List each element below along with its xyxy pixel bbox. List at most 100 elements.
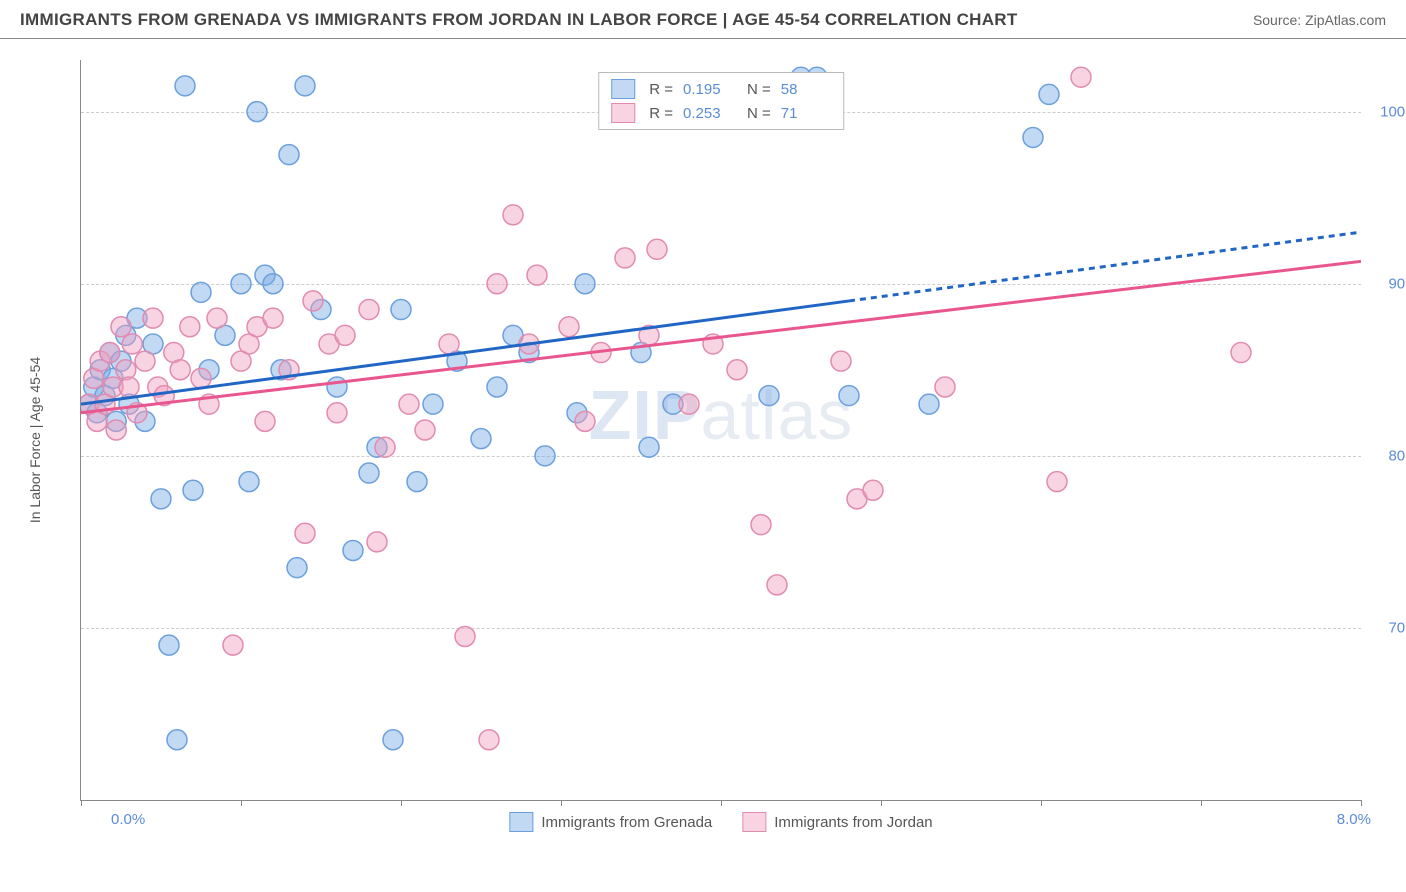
n-label: N = (747, 105, 771, 122)
data-point (487, 274, 507, 294)
y-tick-label: 100.0% (1371, 103, 1406, 120)
plot-svg (81, 60, 1361, 800)
data-point (919, 394, 939, 414)
legend-label-jordan: Immigrants from Jordan (774, 814, 932, 831)
data-point (143, 308, 163, 328)
data-point (295, 523, 315, 543)
data-point (639, 437, 659, 457)
n-value-jordan: 71 (781, 105, 831, 122)
data-point (415, 420, 435, 440)
legend-stats-box: R = 0.195 N = 58 R = 0.253 N = 71 (598, 72, 844, 130)
data-point (407, 472, 427, 492)
data-point (170, 360, 190, 380)
y-tick-label: 80.0% (1371, 447, 1406, 464)
data-point (503, 205, 523, 225)
data-point (106, 420, 126, 440)
data-point (359, 463, 379, 483)
swatch-jordan-icon (611, 103, 635, 123)
data-point (343, 540, 363, 560)
data-point (327, 403, 347, 423)
data-point (191, 368, 211, 388)
data-point (575, 411, 595, 431)
plot-region: ZIPatlas 70.0%80.0%90.0%100.0% R = 0.195… (80, 60, 1361, 801)
data-point (471, 429, 491, 449)
n-value-grenada: 58 (781, 81, 831, 98)
data-point (247, 102, 267, 122)
r-value-grenada: 0.195 (683, 81, 733, 98)
data-point (863, 480, 883, 500)
data-point (159, 635, 179, 655)
data-point (375, 437, 395, 457)
data-point (831, 351, 851, 371)
data-point (1039, 84, 1059, 104)
data-point (647, 239, 667, 259)
data-point (487, 377, 507, 397)
chart-header: IMMIGRANTS FROM GRENADA VS IMMIGRANTS FR… (0, 0, 1406, 39)
x-axis-min-label: 0.0% (111, 811, 145, 828)
n-label: N = (747, 81, 771, 98)
data-point (759, 386, 779, 406)
data-point (279, 145, 299, 165)
swatch-grenada-icon (611, 79, 635, 99)
data-point (479, 730, 499, 750)
legend-bottom: Immigrants from Grenada Immigrants from … (509, 812, 932, 832)
data-point (119, 377, 139, 397)
data-point (167, 730, 187, 750)
data-point (207, 308, 227, 328)
data-point (615, 248, 635, 268)
y-tick-label: 90.0% (1371, 275, 1406, 292)
data-point (439, 334, 459, 354)
data-point (180, 317, 200, 337)
data-point (575, 274, 595, 294)
data-point (1023, 127, 1043, 147)
x-axis-max-label: 8.0% (1337, 811, 1371, 828)
chart-area: In Labor Force | Age 45-54 ZIPatlas 70.0… (50, 50, 1390, 830)
data-point (527, 265, 547, 285)
data-point (191, 282, 211, 302)
chart-title: IMMIGRANTS FROM GRENADA VS IMMIGRANTS FR… (20, 10, 1018, 30)
data-point (223, 635, 243, 655)
data-point (367, 532, 387, 552)
data-point (935, 377, 955, 397)
legend-label-grenada: Immigrants from Grenada (541, 814, 712, 831)
data-point (535, 446, 555, 466)
data-point (295, 76, 315, 96)
data-point (559, 317, 579, 337)
data-point (1071, 67, 1091, 87)
data-point (100, 343, 120, 363)
data-point (391, 300, 411, 320)
data-point (335, 325, 355, 345)
legend-item-jordan: Immigrants from Jordan (742, 812, 932, 832)
data-point (767, 575, 787, 595)
data-point (151, 489, 171, 509)
data-point (263, 308, 283, 328)
data-point (255, 411, 275, 431)
data-point (327, 377, 347, 397)
legend-stats-row-grenada: R = 0.195 N = 58 (611, 77, 831, 101)
data-point (455, 627, 475, 647)
y-axis-title: In Labor Force | Age 45-54 (27, 357, 43, 523)
r-label: R = (649, 105, 673, 122)
y-tick-label: 70.0% (1371, 619, 1406, 636)
data-point (122, 334, 142, 354)
data-point (303, 291, 323, 311)
r-label: R = (649, 81, 673, 98)
data-point (135, 351, 155, 371)
swatch-jordan-icon (742, 812, 766, 832)
data-point (1047, 472, 1067, 492)
data-point (175, 76, 195, 96)
data-point (383, 730, 403, 750)
data-point (287, 558, 307, 578)
data-point (751, 515, 771, 535)
r-value-jordan: 0.253 (683, 105, 733, 122)
data-point (239, 472, 259, 492)
data-point (839, 386, 859, 406)
legend-stats-row-jordan: R = 0.253 N = 71 (611, 101, 831, 125)
legend-item-grenada: Immigrants from Grenada (509, 812, 712, 832)
data-point (1231, 343, 1251, 363)
data-point (183, 480, 203, 500)
data-point (423, 394, 443, 414)
data-point (263, 274, 283, 294)
trend-line (81, 301, 849, 404)
data-point (679, 394, 699, 414)
